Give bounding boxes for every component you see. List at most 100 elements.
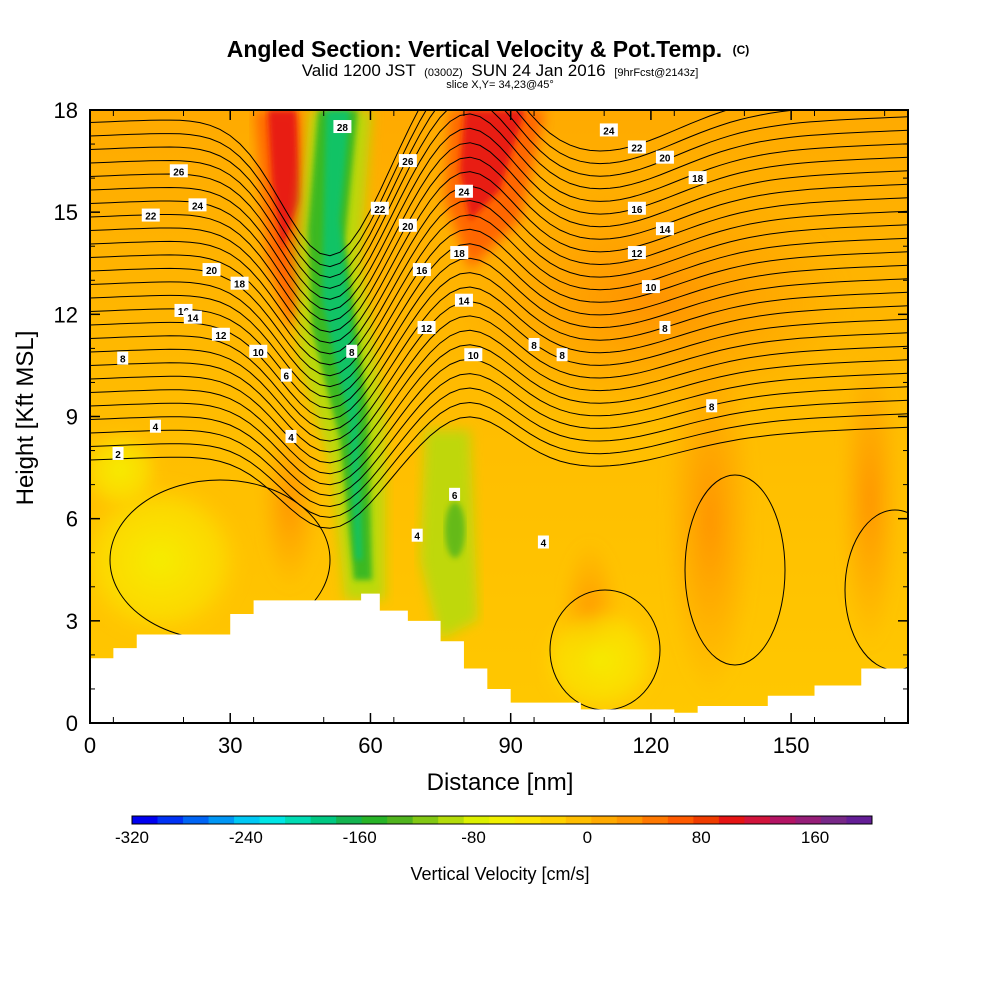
colorbar-swatch xyxy=(336,816,363,824)
contour-label-box xyxy=(346,344,358,358)
contour-label-box xyxy=(183,310,202,324)
colorbar-ticks: -320 -240 -160 -80 0 80 160 xyxy=(115,828,829,847)
x-tick-label: 60 xyxy=(358,733,382,758)
contour-label: 4 xyxy=(153,423,159,434)
colorbar-swatch xyxy=(489,816,516,824)
theta-contour-line xyxy=(90,373,908,497)
contour-label: 26 xyxy=(402,157,414,168)
colorbar-tick-label: 0 xyxy=(583,828,592,847)
colorbar-swatch xyxy=(412,816,439,824)
x-tick-label: 120 xyxy=(633,733,670,758)
x-tick-label: 150 xyxy=(773,733,810,758)
contour-label: 22 xyxy=(374,205,386,216)
theta-contour-line xyxy=(90,387,908,508)
theta-contour-line xyxy=(90,110,729,257)
y-axis-label: Height [Kft MSL] xyxy=(12,331,39,506)
contour-label: 12 xyxy=(215,331,227,342)
colorbar-tick-label: -240 xyxy=(229,828,263,847)
contour-label-box xyxy=(412,263,431,277)
contour-label-box xyxy=(449,487,461,501)
theta-contour-closed xyxy=(684,474,786,666)
colorbar-swatch xyxy=(795,816,822,824)
theta-contour-line xyxy=(90,416,908,529)
contour-label: 2 xyxy=(115,450,121,461)
theta-contour-line xyxy=(90,329,908,464)
colorbar-tick-label: -160 xyxy=(343,828,377,847)
colorbar-tick-label: 160 xyxy=(801,828,829,847)
contour-label: 14 xyxy=(458,297,470,308)
contour-label-box xyxy=(333,120,352,134)
contour-label: 8 xyxy=(662,324,668,335)
contour-label-box xyxy=(655,150,674,164)
contour-label-box xyxy=(627,140,646,154)
contour-label-box xyxy=(188,198,207,212)
contour-label-box xyxy=(627,201,646,215)
colorbar-tick-label: 80 xyxy=(692,828,711,847)
theta-contour-line xyxy=(90,127,908,311)
contour-label: 16 xyxy=(416,266,428,277)
colorbar-swatch xyxy=(514,816,541,824)
contour-label-box xyxy=(556,348,568,362)
contour-label-box xyxy=(659,320,671,334)
colorbar-swatch xyxy=(667,816,694,824)
theta-contour-line xyxy=(90,110,800,268)
y-tick-label: 12 xyxy=(54,302,78,327)
contour-label: 24 xyxy=(458,188,470,199)
x-tick-label: 30 xyxy=(218,733,242,758)
contour-label-box xyxy=(230,276,249,290)
y-tick-label: 6 xyxy=(66,507,78,532)
contour-label-box xyxy=(528,337,540,351)
theta-contour-line xyxy=(90,401,908,518)
vertical-velocity-field: 2826242220181614121086442262422201816141… xyxy=(90,110,908,723)
colorbar-swatch xyxy=(820,816,847,824)
contour-label: 20 xyxy=(206,266,218,277)
colorbar-swatch xyxy=(259,816,286,824)
contour-label: 16 xyxy=(631,205,643,216)
contour-label: 6 xyxy=(452,491,458,502)
contour-label-box xyxy=(370,201,389,215)
theta-contour-line xyxy=(90,315,908,453)
valid-utc: (0300Z) xyxy=(424,67,463,79)
contour-label: 8 xyxy=(349,348,355,359)
contour-label: 8 xyxy=(559,351,565,362)
contour-label-box xyxy=(141,208,160,222)
contour-label: 10 xyxy=(645,283,657,294)
contour-label: 18 xyxy=(692,174,704,185)
contour-label: 4 xyxy=(414,532,420,543)
contour-label: 4 xyxy=(288,433,294,444)
contour-label-box xyxy=(454,293,473,307)
contour-label: 24 xyxy=(192,201,204,212)
contour-label-box xyxy=(464,348,483,362)
contour-label-box xyxy=(706,399,718,413)
y-tick-label: 15 xyxy=(54,200,78,225)
contour-label-box xyxy=(211,327,230,341)
colorbar-swatch xyxy=(387,816,414,824)
contour-label: 28 xyxy=(337,123,349,134)
colorbar-swatch xyxy=(769,816,796,824)
colorbar-swatch xyxy=(642,816,669,824)
contour-label: 12 xyxy=(421,324,433,335)
contour-label: 6 xyxy=(284,372,290,383)
title-unit: (C) xyxy=(733,43,750,57)
contour-label-box xyxy=(249,344,268,358)
x-tick-label: 90 xyxy=(498,733,522,758)
contour-label: 4 xyxy=(541,539,547,550)
y-tick-label: 3 xyxy=(66,609,78,634)
theta-contour-line xyxy=(90,113,908,300)
contour-label: 10 xyxy=(253,348,265,359)
contour-label: 14 xyxy=(187,314,199,325)
y-axis-ticks: 0 3 6 9 12 15 18 xyxy=(54,98,908,736)
theta-contour-line xyxy=(90,243,908,399)
contour-label: 20 xyxy=(402,222,414,233)
contour-label-box xyxy=(417,320,436,334)
theta-contour-line xyxy=(90,199,908,366)
valid-date: SUN 24 Jan 2016 xyxy=(471,61,605,80)
potential-temperature-contours xyxy=(90,110,908,711)
contour-label: 22 xyxy=(145,212,157,223)
colorbar-label: Vertical Velocity [cm/s] xyxy=(410,864,589,884)
contour-label: 20 xyxy=(659,154,671,165)
theta-contour-line xyxy=(90,156,908,333)
chart-title: Angled Section: Vertical Velocity & Pot.… xyxy=(227,36,750,91)
contour-label: 18 xyxy=(454,249,466,260)
